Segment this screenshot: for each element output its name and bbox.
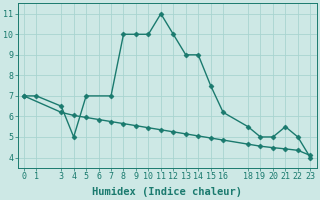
X-axis label: Humidex (Indice chaleur): Humidex (Indice chaleur) (92, 186, 242, 197)
